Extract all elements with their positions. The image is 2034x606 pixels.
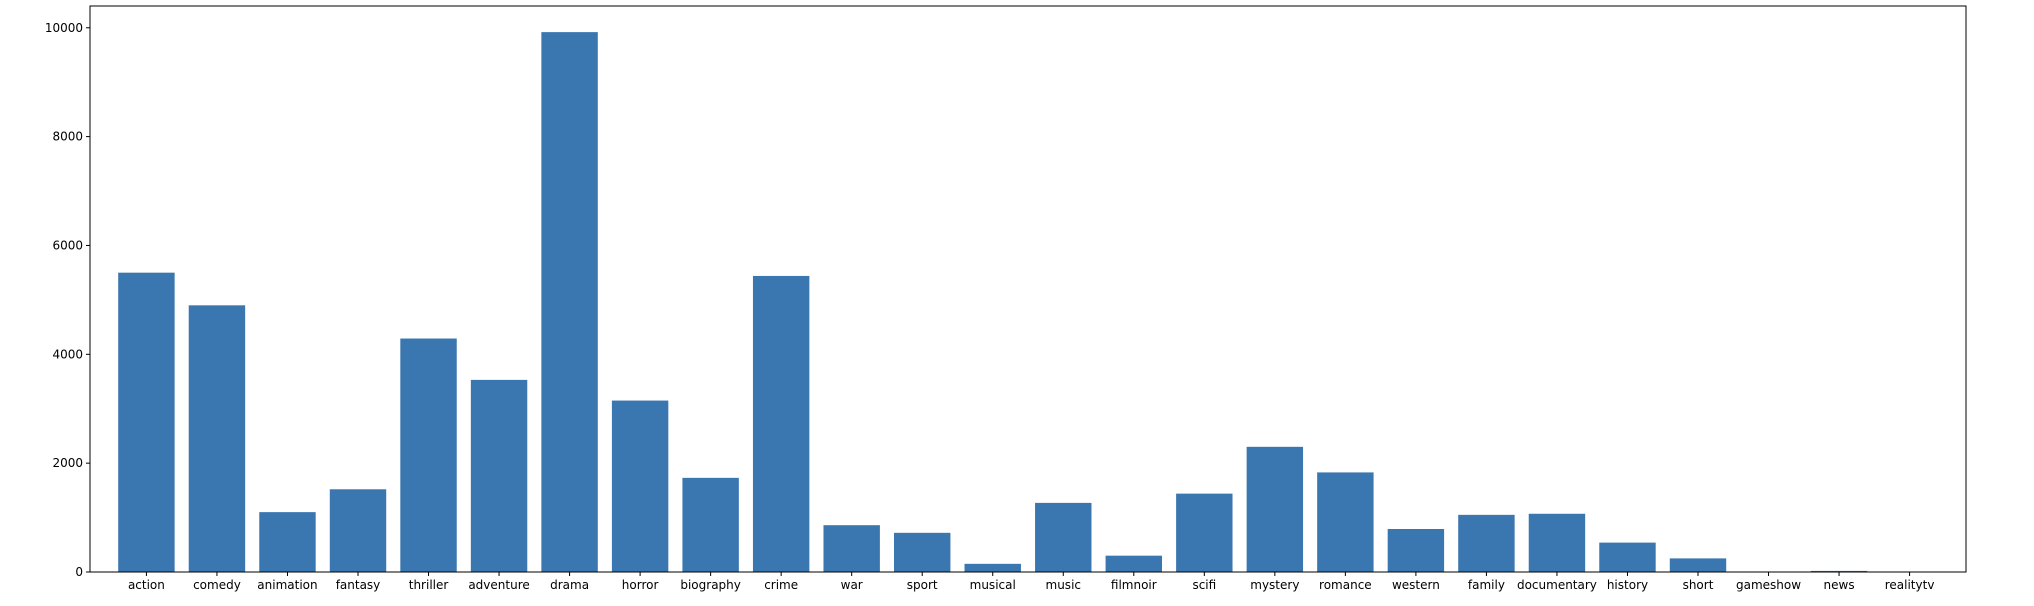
x-tick-label-drama: drama xyxy=(550,578,589,592)
bars-group xyxy=(118,32,1938,573)
bar-thriller xyxy=(400,338,457,572)
bar-crime xyxy=(752,275,810,572)
bar-filmnoir xyxy=(1105,555,1162,572)
x-tick-label-scifi: scifi xyxy=(1192,578,1216,592)
bar-animation xyxy=(259,512,316,572)
bar-horror xyxy=(611,400,669,572)
bar-news xyxy=(1810,570,1868,572)
bar-western xyxy=(1387,529,1445,572)
bar-sport xyxy=(894,532,951,572)
x-tick-label-filmnoir: filmnoir xyxy=(1111,578,1157,592)
bar-documentary xyxy=(1528,513,1586,572)
x-tick-label-romance: romance xyxy=(1319,578,1372,592)
x-tick-label-mystery: mystery xyxy=(1250,578,1299,592)
y-tick-label-6000: 6000 xyxy=(52,238,83,252)
x-tick-label-documentary: documentary xyxy=(1517,578,1597,592)
y-tick-label-8000: 8000 xyxy=(52,130,83,144)
x-tick-label-horror: horror xyxy=(622,578,659,592)
x-tick-label-family: family xyxy=(1468,578,1505,592)
x-tick-label-action: action xyxy=(128,578,165,592)
bar-comedy xyxy=(188,305,246,572)
x-tick-label-war: war xyxy=(841,578,863,592)
bar-war xyxy=(823,525,880,572)
bar-fantasy xyxy=(329,489,387,572)
plot-frame xyxy=(89,5,1967,573)
x-tick-label-crime: crime xyxy=(764,578,798,592)
y-tick-label-0: 0 xyxy=(75,565,83,579)
x-tick-label-gameshow: gameshow xyxy=(1736,578,1801,592)
y-tick-label-10000: 10000 xyxy=(45,21,83,35)
bar-scifi xyxy=(1176,493,1233,572)
x-tick-label-musical: musical xyxy=(970,578,1016,592)
bar-romance xyxy=(1317,472,1374,572)
bar-music xyxy=(1035,502,1092,572)
bar-history xyxy=(1599,542,1656,572)
y-axis-ticks: 0 2000 4000 6000 8000 10000 xyxy=(45,21,90,579)
bar-short xyxy=(1669,558,1727,572)
bar-drama xyxy=(541,32,598,573)
bar-action xyxy=(118,272,175,572)
bar-adventure xyxy=(470,379,528,572)
x-tick-label-animation: animation xyxy=(257,578,317,592)
x-tick-label-fantasy: fantasy xyxy=(336,578,381,592)
x-axis-ticks: action comedy animation fantasy thriller adve… xyxy=(128,572,1934,592)
bar-mystery xyxy=(1246,446,1304,572)
x-tick-label-short: short xyxy=(1683,578,1714,592)
y-tick-label-4000: 4000 xyxy=(52,347,83,361)
bar-musical xyxy=(964,563,1021,572)
x-tick-label-news: news xyxy=(1824,578,1855,592)
x-tick-label-adventure: adventure xyxy=(468,578,529,592)
x-tick-label-realitytv: realitytv xyxy=(1885,578,1935,592)
bar-family xyxy=(1458,514,1515,572)
bar-biography xyxy=(682,477,739,572)
x-tick-label-sport: sport xyxy=(907,578,938,592)
x-tick-label-thriller: thriller xyxy=(409,578,449,592)
x-tick-label-western: western xyxy=(1392,578,1440,592)
x-tick-label-music: music xyxy=(1046,578,1081,592)
x-tick-label-comedy: comedy xyxy=(193,578,241,592)
y-tick-label-2000: 2000 xyxy=(52,456,83,470)
x-tick-label-biography: biography xyxy=(680,578,741,592)
x-tick-label-history: history xyxy=(1607,578,1648,592)
